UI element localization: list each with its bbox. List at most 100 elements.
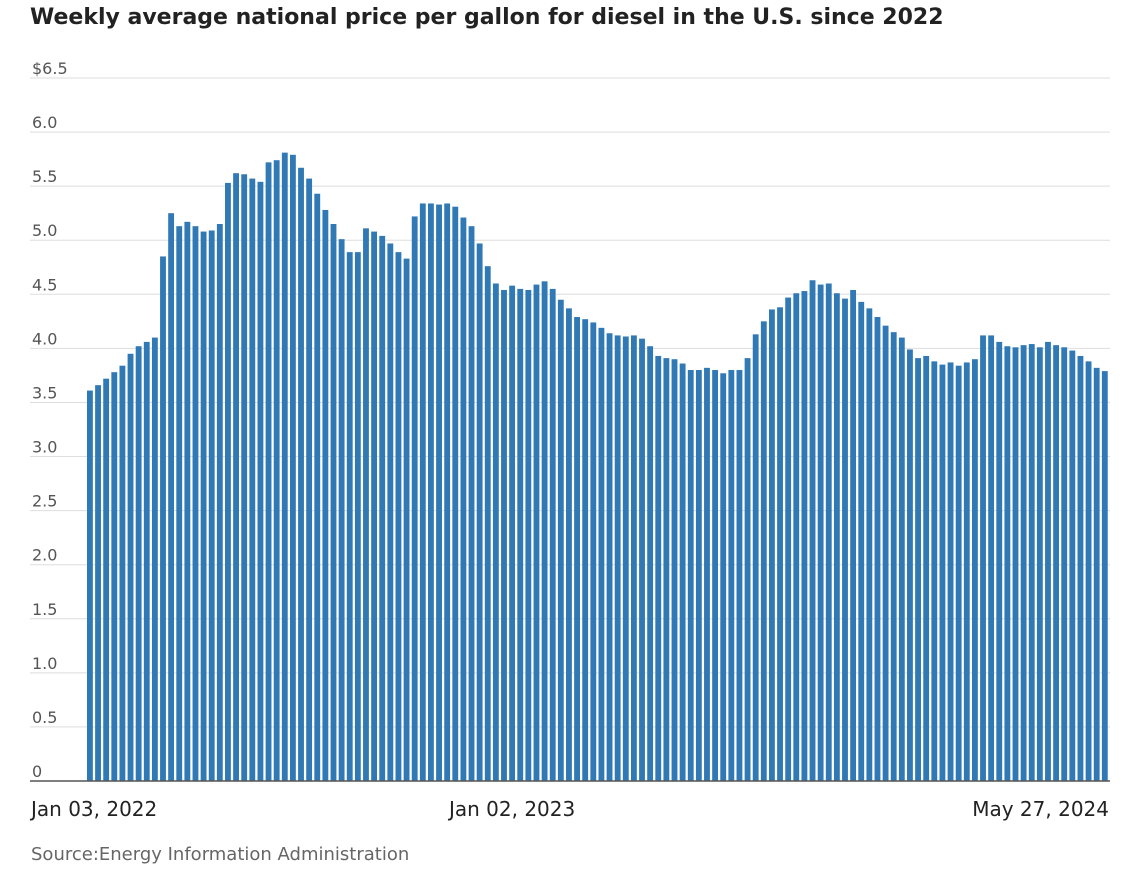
bar [241,174,248,781]
bar [695,370,702,781]
bar [289,154,296,782]
bar [1077,355,1084,781]
y-tick-label: 2.0 [32,546,57,565]
bar [444,203,451,781]
bar [704,367,710,781]
bar [988,335,995,781]
y-tick-label: 5.0 [32,221,57,240]
bar [298,167,304,781]
bar [476,243,483,782]
bar [655,355,662,781]
bar [744,358,751,781]
bar [939,364,946,781]
y-tick-label: 1.0 [32,654,57,673]
bar [801,291,808,781]
bar [971,359,978,781]
bars [87,152,1108,782]
bar [111,372,118,781]
bar [1069,350,1076,781]
bar [436,204,442,782]
y-tick-label: 4.0 [32,329,57,348]
bar [200,231,207,781]
bar [1093,367,1100,781]
bar [598,327,605,781]
bar [793,293,800,781]
bar [549,288,556,781]
bar [679,363,686,781]
bar [379,235,386,781]
bar [907,349,913,781]
bar [931,361,938,781]
bar [225,182,231,781]
bar [216,224,223,781]
bar [825,283,832,781]
y-tick-label: $6.5 [32,59,68,78]
bar [630,335,637,781]
bar [1085,361,1092,781]
bar [582,319,589,781]
bar [249,178,256,781]
bar [963,362,970,781]
bar [525,289,532,781]
y-tick-label: 3.5 [32,383,57,402]
bar [509,285,516,781]
bar [947,362,954,781]
bar [809,280,816,781]
bar [874,317,881,781]
bar [184,221,191,782]
bar [720,373,727,781]
bar [452,206,459,781]
bar [687,370,694,781]
source-note: Source:Energy Information Administration [31,844,410,865]
bar [736,370,743,781]
y-tick-label: 0.5 [32,708,57,727]
bar [403,258,410,781]
bar [671,359,678,781]
y-tick-label: 4.5 [32,275,57,294]
bar [338,239,345,781]
y-tick-label: 2.5 [32,492,57,511]
bar [346,252,353,781]
bar [281,152,288,781]
x-tick-label: May 27, 2024 [972,797,1109,821]
x-tick-label: Jan 02, 2023 [447,797,575,821]
y-tick-label: 1.5 [32,600,57,619]
bar [419,203,426,781]
bar [119,365,126,781]
bar [980,335,986,781]
bar [647,346,654,781]
bar [103,378,110,781]
bar [996,341,1003,781]
bar [752,334,759,781]
bar [955,365,962,781]
bar [574,317,580,781]
y-tick-label: 3.0 [32,438,57,457]
bar [898,337,905,781]
bar [1053,345,1060,781]
bar [265,162,272,782]
bar [566,308,572,781]
bar [606,333,613,781]
bar [639,338,645,781]
bar [817,284,824,781]
bar [882,325,889,781]
bar [890,332,897,781]
bar [371,231,378,781]
bar [1012,347,1019,781]
bar [923,355,930,781]
bar [501,289,507,781]
bar [273,160,280,781]
y-axis-ticks: 0 0.5 1.0 1.5 2.0 2.5 3.0 3.5 4.0 4.5 5.0 5.5 6.0 $6.… [32,59,68,781]
bar [622,336,629,781]
bar [87,390,93,781]
bar [135,346,142,781]
bar [1028,344,1035,781]
bar [411,216,418,781]
bar [354,252,361,781]
bar [1004,346,1011,781]
bar [168,213,175,781]
bar [492,283,499,781]
bar [785,297,792,781]
bar [363,228,369,781]
